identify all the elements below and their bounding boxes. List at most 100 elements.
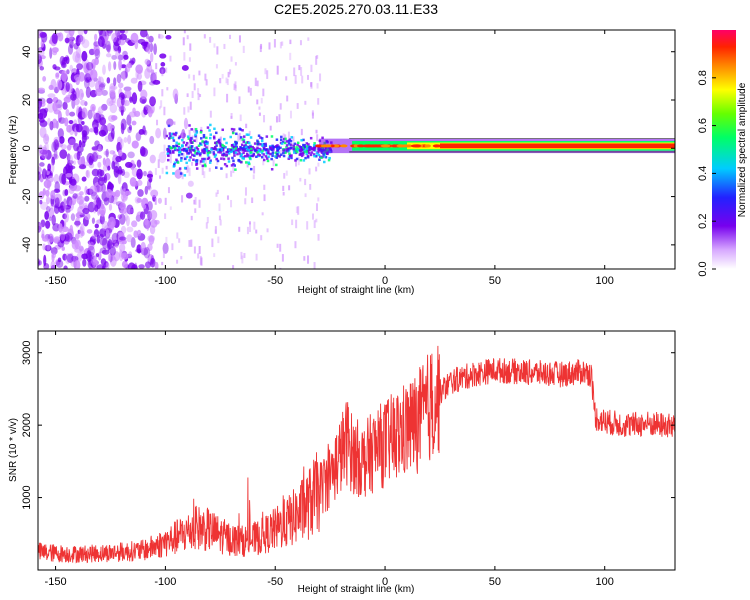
heatmap-cell [72, 193, 78, 199]
heatmap-cell [158, 33, 161, 39]
heatmap-cell [317, 148, 320, 151]
chart-title: C2E5.2025.270.03.11.E33 [274, 1, 438, 17]
heatmap-cell [248, 221, 251, 225]
heatmap-cell [87, 245, 95, 257]
heatmap-cell [297, 156, 300, 166]
heatmap-cell [193, 154, 196, 157]
heatmap-cell [53, 66, 61, 71]
heatmap-cell [81, 39, 90, 49]
heatmap-cell [260, 139, 264, 143]
heatmap-cell [303, 145, 307, 149]
heatmap-cell [253, 149, 257, 152]
heatmap-cell [79, 191, 84, 196]
heatmap-cell [56, 79, 63, 91]
heatmap-cell [309, 153, 313, 157]
heatmap-cell [149, 96, 156, 107]
heatmap-cell [282, 149, 285, 152]
heatmap-cell [123, 30, 129, 34]
heatmap-cell [239, 114, 242, 122]
heatmap-cell [220, 157, 223, 160]
heatmap-cell [64, 232, 73, 242]
heatmap-cell [298, 145, 301, 148]
heatmap-cell [101, 265, 106, 269]
heatmap-cell [38, 112, 44, 120]
heatmap-cell [212, 151, 215, 154]
heatmap-cell [241, 156, 244, 160]
heatmap-cell [55, 197, 60, 207]
heatmap-cell [240, 153, 244, 156]
heatmap-cell [88, 79, 96, 88]
heatmap-cell [230, 127, 234, 131]
heatmap-cell [238, 226, 241, 232]
heatmap-cell [131, 140, 139, 149]
heatmap-cell [319, 73, 322, 82]
heatmap-cell [82, 258, 87, 267]
heatmap-cell [190, 239, 193, 247]
heatmap-cell [98, 185, 107, 193]
heatmap-cell [188, 167, 191, 177]
colorbar-tick-label: 0.4 [697, 166, 709, 181]
heatmap-cell [261, 144, 264, 147]
heatmap-cell [305, 150, 308, 153]
heatmap-cell [217, 150, 220, 154]
heatmap-cell [81, 176, 87, 182]
heatmap-cell [256, 99, 259, 105]
heatmap-cell [177, 153, 181, 157]
heatmap-cell [92, 111, 97, 119]
heatmap-cell [232, 143, 235, 146]
heatmap-cell [113, 61, 117, 70]
heatmap-cell [275, 156, 278, 159]
band-blob [380, 144, 391, 148]
heatmap-cell [200, 137, 203, 140]
heatmap-cell [194, 208, 197, 213]
heatmap-cell [188, 57, 191, 62]
heatmap-cell [189, 156, 192, 159]
heatmap-cell [189, 138, 192, 142]
heatmap-cell [276, 243, 279, 248]
heatmap-cell [189, 140, 192, 143]
heatmap-cell [82, 207, 90, 215]
heatmap-cell [51, 141, 57, 153]
heatmap-cell [155, 63, 158, 70]
heatmap-cell [165, 34, 172, 40]
spectrogram-x-tick-label: -50 [267, 275, 283, 287]
heatmap-cell [302, 159, 306, 162]
heatmap-cell [85, 86, 91, 99]
heatmap-cell [169, 154, 172, 164]
heatmap-cell [241, 255, 244, 264]
heatmap-cell [305, 147, 309, 150]
heatmap-cell [270, 148, 274, 152]
heatmap-cell [242, 135, 246, 138]
heatmap-cell [190, 128, 193, 131]
colorbar: 0.0 0.2 0.4 0.6 0.8 Normalized spectral ampl… [697, 30, 748, 277]
heatmap-cell [313, 154, 316, 158]
heatmap-cell [59, 149, 68, 160]
heatmap-cell [264, 144, 268, 147]
heatmap-cell [137, 248, 142, 254]
heatmap-cell [111, 54, 117, 60]
heatmap-cell [120, 64, 127, 69]
heatmap-cell [282, 191, 285, 196]
heatmap-cell [143, 106, 149, 116]
heatmap-cell [203, 163, 207, 166]
heatmap-cell [93, 44, 100, 57]
heatmap-cell [247, 133, 250, 137]
heatmap-cell [232, 146, 236, 149]
heatmap-cell [198, 70, 201, 76]
heatmap-cell [225, 141, 228, 145]
heatmap-cell [328, 156, 331, 160]
heatmap-cell [84, 72, 92, 84]
heatmap-cell [167, 124, 171, 128]
heatmap-cell [241, 138, 245, 141]
heatmap-cell [245, 149, 249, 152]
heatmap-cell [188, 159, 191, 162]
heatmap-cell [230, 150, 233, 154]
heatmap-cell [203, 34, 206, 39]
heatmap-cell [307, 151, 311, 155]
spectrogram-frame [37, 29, 676, 270]
heatmap-cell [43, 263, 50, 269]
heatmap-cell [280, 135, 283, 139]
heatmap-cell [312, 153, 316, 156]
heatmap-cell [227, 157, 230, 160]
heatmap-cell [264, 68, 267, 75]
